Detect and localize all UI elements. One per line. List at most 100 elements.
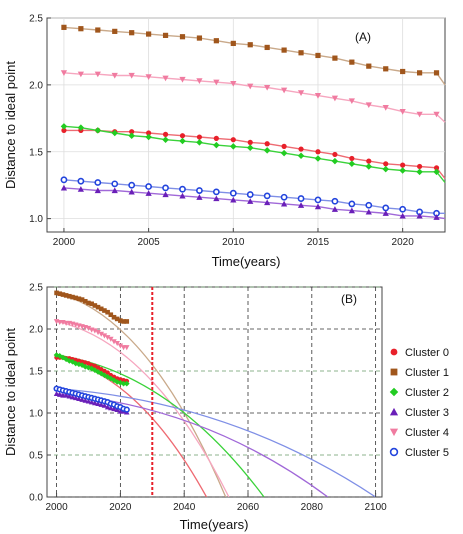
projection-line xyxy=(56,387,376,497)
data-point xyxy=(146,31,152,37)
legend-marker xyxy=(390,368,398,376)
legend-label: Cluster 5 xyxy=(405,447,449,459)
y-tick-label: 1.5 xyxy=(29,147,43,158)
data-point xyxy=(92,303,98,308)
data-point xyxy=(66,393,73,399)
data-point xyxy=(332,55,338,61)
data-point xyxy=(331,197,339,205)
data-point xyxy=(57,391,63,397)
data-point xyxy=(121,319,126,324)
data-point xyxy=(280,87,288,94)
data-point xyxy=(365,102,372,109)
data-point xyxy=(162,184,169,192)
data-point xyxy=(297,90,305,97)
fit-line xyxy=(63,187,446,220)
data-point xyxy=(314,92,322,99)
data-point xyxy=(230,137,236,143)
data-point xyxy=(94,127,102,134)
data-point xyxy=(348,207,355,214)
data-point xyxy=(247,42,253,48)
legend-marker xyxy=(389,387,399,397)
data-point xyxy=(433,111,440,118)
data-point xyxy=(280,149,288,157)
y-tick-label: 2.5 xyxy=(29,283,43,294)
data-point xyxy=(114,406,120,412)
data-point xyxy=(111,187,118,194)
data-point xyxy=(111,180,119,188)
data-point xyxy=(366,63,372,69)
data-point xyxy=(82,397,89,403)
data-point xyxy=(196,187,203,194)
data-point xyxy=(120,380,127,387)
panel-a-ticks: 2000 2005 2010 2015 2020 1.0 1.5 2.0 2.5 xyxy=(29,14,414,249)
panel-a-y-axis-label: Distance to ideal point xyxy=(3,61,18,189)
data-point xyxy=(264,44,270,51)
data-point xyxy=(399,109,406,115)
x-tick-label: 2000 xyxy=(53,237,76,248)
data-point xyxy=(63,392,69,398)
data-point xyxy=(94,71,101,78)
data-point xyxy=(400,162,406,168)
data-point xyxy=(213,135,219,141)
data-point xyxy=(382,165,389,173)
data-point xyxy=(129,129,135,135)
data-point xyxy=(108,312,114,318)
data-point xyxy=(95,401,101,407)
data-point xyxy=(280,200,288,207)
x-tick-label: 2060 xyxy=(237,502,260,513)
data-point xyxy=(111,72,118,79)
data-point xyxy=(53,390,60,396)
panel-b-ticks: 2000 2020 2040 2060 2080 2100 0.0 0.5 1.0 1.5 2.0 2… xyxy=(29,283,387,514)
data-point xyxy=(162,131,169,137)
fit-line xyxy=(63,26,446,86)
data-point xyxy=(179,76,186,83)
data-point xyxy=(349,155,355,162)
data-point xyxy=(145,133,152,141)
data-point xyxy=(128,132,135,139)
data-point xyxy=(332,151,338,158)
data-point xyxy=(365,208,372,215)
data-point xyxy=(433,70,440,76)
data-point xyxy=(114,316,120,322)
data-point xyxy=(77,71,84,78)
data-point xyxy=(78,26,84,32)
data-point xyxy=(124,345,130,351)
data-point xyxy=(111,129,118,137)
data-point xyxy=(213,38,219,44)
data-point xyxy=(400,68,406,75)
data-point xyxy=(382,210,389,216)
x-tick-label: 2015 xyxy=(307,237,330,248)
panel-b: 2000 2020 2040 2060 2080 2100 0.0 0.5 1.0 1.5 2.0 2… xyxy=(3,283,387,533)
data-point xyxy=(162,136,169,143)
data-point xyxy=(416,111,423,118)
data-point xyxy=(179,137,186,145)
data-point xyxy=(399,212,406,219)
legend-marker xyxy=(390,348,398,356)
data-point xyxy=(114,340,120,347)
data-point xyxy=(230,143,237,150)
data-point xyxy=(297,202,305,208)
x-tick-label: 2005 xyxy=(137,237,160,248)
data-point xyxy=(92,328,98,334)
data-point xyxy=(433,214,440,220)
x-tick-label: 2020 xyxy=(109,502,132,513)
panel-a-frame xyxy=(46,17,446,233)
data-point xyxy=(104,404,111,410)
data-point xyxy=(383,66,389,72)
legend-marker xyxy=(389,428,399,437)
x-tick-label: 2080 xyxy=(301,502,324,513)
panel-a-x-axis-label: Time(years) xyxy=(212,254,281,269)
data-point xyxy=(331,157,339,165)
data-point xyxy=(124,319,130,324)
panel-a-points xyxy=(60,24,440,220)
data-point xyxy=(298,146,304,152)
data-point xyxy=(230,80,237,87)
data-point xyxy=(366,158,372,164)
data-point xyxy=(229,189,237,197)
data-point xyxy=(196,139,203,146)
y-tick-label: 2.5 xyxy=(29,14,43,25)
data-point xyxy=(162,75,169,82)
data-point xyxy=(95,304,101,310)
data-point xyxy=(101,402,108,408)
